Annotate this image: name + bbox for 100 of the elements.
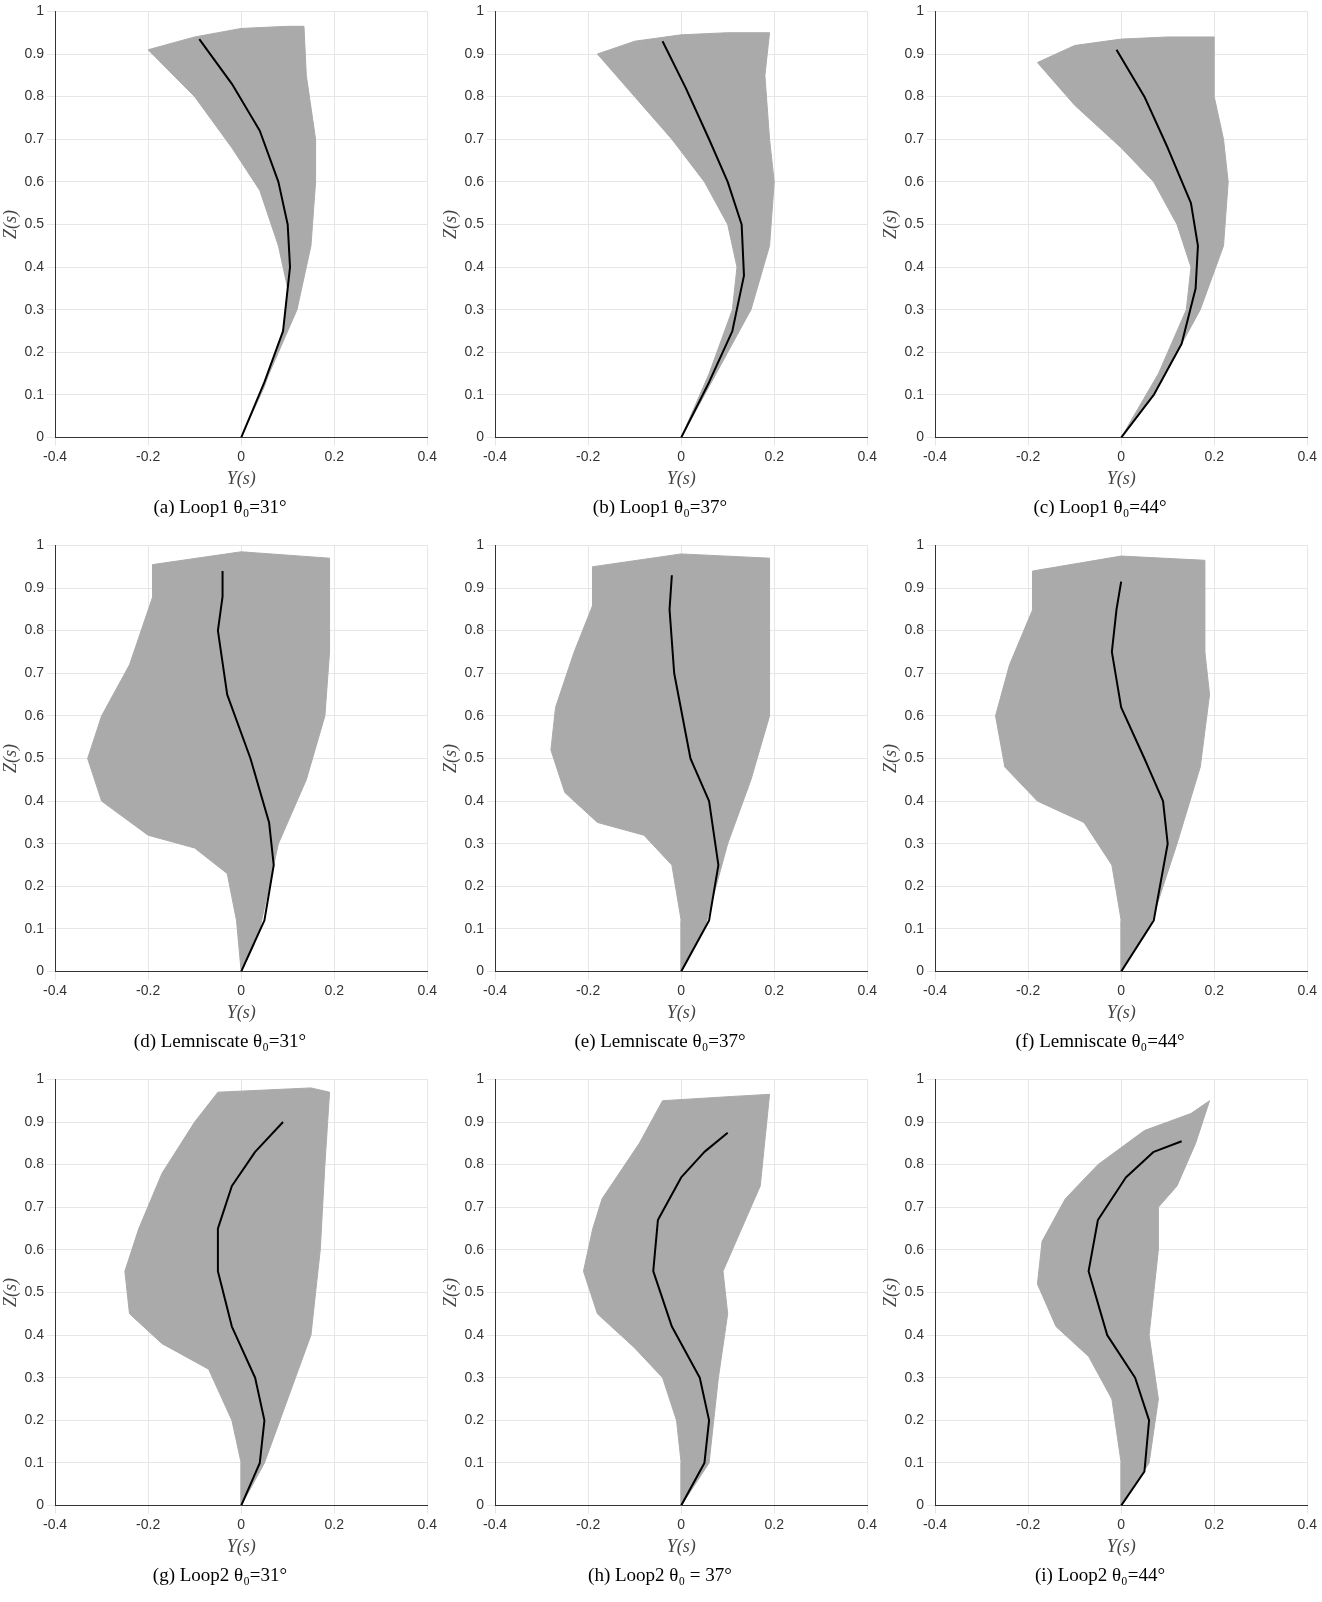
y-tick-label: 1: [476, 2, 485, 19]
x-tick-label: -0.4: [483, 447, 508, 464]
y-tick-label: 0.6: [904, 172, 925, 189]
y-tick-label: 0.2: [464, 877, 485, 894]
y-tick-label: 1: [916, 1070, 925, 1087]
y-tick-label: 0.2: [24, 343, 45, 360]
y-tick-label: 0.3: [24, 1368, 45, 1385]
text: (a) Loop1 θ₀=31°: [152, 496, 288, 518]
y-tick-label: 0.7: [464, 664, 485, 681]
y-tick-label: 0.7: [24, 1198, 45, 1215]
y-tick-label: 1: [36, 536, 45, 553]
y-tick-label: 0.9: [24, 578, 45, 595]
y-tick-label: 0.1: [24, 385, 45, 402]
x-tick-label: -0.2: [1016, 1515, 1041, 1532]
x-tick-label: 0.2: [324, 981, 345, 998]
y-tick-label: 0.4: [24, 1325, 45, 1342]
y-tick-label: 0.5: [904, 1283, 925, 1300]
x-tick-label: 0.2: [1204, 1515, 1225, 1532]
y-tick-label: 0.3: [464, 1368, 485, 1385]
x-tick-label: 0.4: [417, 447, 438, 464]
x-tick-label: 0: [1117, 981, 1126, 998]
y-tick-label: 1: [36, 2, 45, 19]
y-tick-label: 0.3: [904, 834, 925, 851]
y-axis-title: Z(s): [879, 743, 901, 774]
x-tick-label: 0: [677, 1515, 686, 1532]
x-tick-label: 0.4: [857, 447, 878, 464]
y-tick-label: 0.1: [904, 919, 925, 936]
y-tick-label: 0.7: [904, 1198, 925, 1215]
y-tick-label: 0.6: [464, 706, 485, 723]
x-tick-label: 0.2: [764, 447, 785, 464]
y-tick-label: 0: [36, 962, 45, 979]
y-tick-label: 0.7: [464, 130, 485, 147]
x-tick-label: 0.4: [1297, 981, 1318, 998]
y-tick-label: 0.4: [464, 257, 485, 274]
y-axis-title: Z(s): [0, 1277, 21, 1308]
y-tick-label: 0.2: [904, 1411, 925, 1428]
x-axis-title: Y(s): [1106, 467, 1136, 489]
y-tick-label: 1: [476, 1070, 485, 1087]
y-axis-title: Z(s): [0, 743, 21, 774]
y-tick-label: 0.1: [904, 1453, 925, 1470]
y-tick-label: 0.7: [904, 130, 925, 147]
y-tick-label: 0: [476, 1496, 485, 1513]
x-axis-title: Y(s): [226, 467, 256, 489]
x-tick-label: -0.4: [43, 981, 68, 998]
y-tick-label: 0.2: [24, 877, 45, 894]
text: (i) Loop2 θ₀=44°: [1033, 1564, 1167, 1586]
x-axis-title: Y(s): [666, 1001, 696, 1023]
y-tick-label: 0.8: [464, 87, 485, 104]
x-axis-title: Y(s): [666, 1535, 696, 1557]
y-tick-label: 0: [916, 962, 925, 979]
x-tick-label: -0.2: [576, 1515, 601, 1532]
y-tick-label: 0.9: [904, 578, 925, 595]
x-tick-label: -0.2: [576, 447, 601, 464]
x-tick-label: -0.2: [136, 981, 161, 998]
y-tick-label: 0.2: [904, 343, 925, 360]
y-tick-label: 0.3: [904, 300, 925, 317]
y-tick-label: 0: [476, 962, 485, 979]
x-tick-label: -0.2: [136, 1515, 161, 1532]
x-tick-label: -0.2: [1016, 447, 1041, 464]
y-tick-label: 0.7: [464, 1198, 485, 1215]
y-tick-label: 0.9: [904, 44, 925, 61]
y-tick-label: 0.1: [464, 385, 485, 402]
y-tick-label: 0: [916, 428, 925, 445]
y-tick-label: 1: [36, 1070, 45, 1087]
y-tick-label: 0.7: [24, 664, 45, 681]
y-tick-label: 0.3: [24, 300, 45, 317]
x-tick-label: -0.4: [483, 1515, 508, 1532]
y-tick-label: 0.8: [24, 87, 45, 104]
y-tick-label: 0.4: [904, 257, 925, 274]
text: (g) Loop2 θ₀=31°: [151, 1564, 289, 1586]
x-tick-label: 0.4: [417, 981, 438, 998]
y-tick-label: 0.7: [24, 130, 45, 147]
x-tick-label: -0.2: [1016, 981, 1041, 998]
x-axis-title: Y(s): [666, 467, 696, 489]
text: (e) Lemniscate θ₀=37°: [573, 1030, 747, 1052]
y-tick-label: 0.9: [24, 1112, 45, 1129]
y-tick-label: 0.6: [464, 1240, 485, 1257]
x-tick-label: 0.2: [1204, 447, 1225, 464]
y-tick-label: 0.9: [464, 1112, 485, 1129]
y-tick-label: 1: [916, 2, 925, 19]
text: (d) Lemniscate θ₀=31°: [132, 1030, 308, 1052]
x-tick-label: 0: [237, 1515, 246, 1532]
x-axis-title: Y(s): [226, 1001, 256, 1023]
y-tick-label: 0.9: [24, 44, 45, 61]
y-tick-label: 0.3: [464, 300, 485, 317]
x-tick-label: -0.4: [923, 1515, 948, 1532]
y-tick-label: 0.2: [464, 343, 485, 360]
y-axis-title: Z(s): [0, 209, 21, 240]
y-tick-label: 0.8: [904, 621, 925, 638]
y-tick-label: 0.8: [464, 1155, 485, 1172]
y-tick-label: 0.1: [24, 919, 45, 936]
y-tick-label: 0.8: [904, 1155, 925, 1172]
x-axis-title: Y(s): [226, 1535, 256, 1557]
x-tick-label: 0.4: [857, 1515, 878, 1532]
x-tick-label: 0.2: [1204, 981, 1225, 998]
y-tick-label: 0.7: [904, 664, 925, 681]
x-tick-label: 0.2: [324, 447, 345, 464]
y-tick-label: 1: [916, 536, 925, 553]
y-tick-label: 0.6: [904, 706, 925, 723]
y-tick-label: 0.1: [464, 919, 485, 936]
